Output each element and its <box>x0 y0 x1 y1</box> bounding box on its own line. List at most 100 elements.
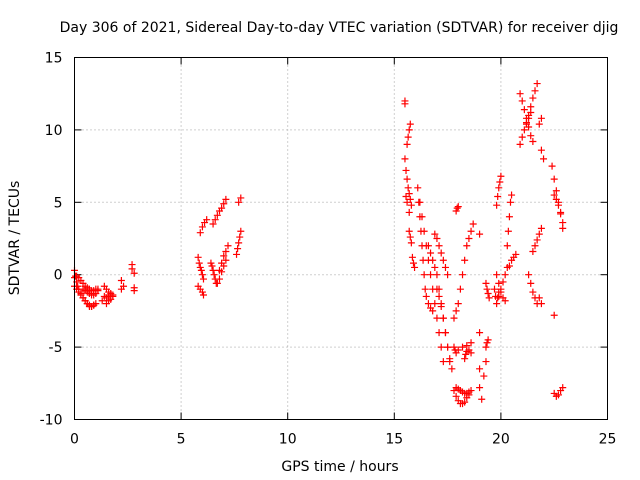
data-point <box>467 339 475 347</box>
x-tick-label: 10 <box>279 432 297 448</box>
data-point <box>527 132 535 140</box>
data-point <box>441 263 449 271</box>
data-point <box>450 314 458 322</box>
data-point <box>527 279 535 287</box>
data-point <box>407 201 415 209</box>
data-point <box>516 140 524 148</box>
data-point <box>548 162 556 170</box>
data-point <box>211 216 219 224</box>
data-point <box>529 94 537 102</box>
data-point <box>406 120 414 128</box>
data-point <box>420 227 428 235</box>
data-point <box>499 278 507 286</box>
data-point <box>235 198 243 206</box>
data-point <box>454 203 462 211</box>
data-point <box>483 285 491 293</box>
data-points <box>71 80 567 408</box>
data-point <box>215 266 223 274</box>
data-point <box>405 126 413 134</box>
data-point <box>404 133 412 141</box>
data-point <box>537 224 545 232</box>
data-point <box>439 256 447 264</box>
data-point <box>554 201 562 209</box>
data-point <box>435 329 443 337</box>
y-tick-label: 15 <box>45 51 63 67</box>
y-tick-label: -5 <box>49 340 63 356</box>
chart-title: Day 306 of 2021, Sidereal Day-to-day VTE… <box>60 20 619 36</box>
data-point <box>550 191 558 199</box>
data-point <box>218 259 226 267</box>
data-point <box>420 271 428 279</box>
data-point <box>493 201 501 209</box>
data-point <box>559 219 567 227</box>
data-point <box>407 239 415 247</box>
data-point <box>444 271 452 279</box>
data-point <box>459 271 467 279</box>
data-point <box>461 355 469 363</box>
data-point <box>501 271 509 279</box>
data-point <box>233 250 241 258</box>
y-tick-labels: -10 -5 0 5 10 15 <box>40 51 63 429</box>
data-point <box>416 198 424 206</box>
data-point <box>456 285 464 293</box>
data-point <box>454 300 462 308</box>
y-tick-label: -10 <box>40 413 63 429</box>
data-point <box>518 97 526 105</box>
data-point <box>198 271 206 279</box>
data-point <box>529 248 537 256</box>
data-point <box>482 358 490 366</box>
data-point <box>482 343 490 351</box>
data-point <box>531 87 539 95</box>
y-tick-label: 5 <box>54 195 63 211</box>
data-point <box>550 175 558 183</box>
data-point <box>520 106 528 114</box>
data-point <box>496 178 504 186</box>
data-point <box>92 300 100 308</box>
data-point <box>109 292 117 300</box>
data-point <box>433 271 441 279</box>
data-point <box>508 191 516 199</box>
x-tick-label: 15 <box>385 432 403 448</box>
data-point <box>516 90 524 98</box>
data-point <box>199 275 207 283</box>
x-tick-label: 20 <box>492 432 510 448</box>
data-point <box>452 392 460 400</box>
data-point <box>518 133 526 141</box>
data-point <box>535 230 543 238</box>
y-tick-label: 10 <box>45 123 63 139</box>
data-point <box>203 216 211 224</box>
data-point <box>485 294 493 302</box>
data-point <box>535 294 543 302</box>
data-point <box>478 395 486 403</box>
data-point <box>525 111 533 119</box>
x-tick-label: 0 <box>70 432 79 448</box>
data-point <box>424 300 432 308</box>
data-point <box>422 292 430 300</box>
data-point <box>402 193 410 201</box>
data-point <box>404 184 412 192</box>
data-point <box>237 194 245 202</box>
data-point <box>194 253 202 261</box>
data-point <box>237 227 245 235</box>
x-axis-label: GPS time / hours <box>281 459 398 475</box>
data-point <box>501 297 509 305</box>
data-point <box>482 279 490 287</box>
data-point <box>494 193 502 201</box>
data-point <box>495 279 503 287</box>
data-point <box>495 184 503 192</box>
data-point <box>465 235 473 242</box>
data-point <box>117 276 125 284</box>
data-point <box>493 300 501 308</box>
data-point <box>441 329 449 337</box>
data-point <box>529 137 537 145</box>
data-point <box>529 288 537 296</box>
data-point <box>431 230 439 238</box>
data-point <box>234 245 242 253</box>
data-point <box>406 233 414 241</box>
data-point <box>559 384 567 392</box>
data-point <box>533 236 541 244</box>
data-point <box>98 297 106 305</box>
data-point <box>535 120 543 128</box>
data-point <box>411 263 419 271</box>
